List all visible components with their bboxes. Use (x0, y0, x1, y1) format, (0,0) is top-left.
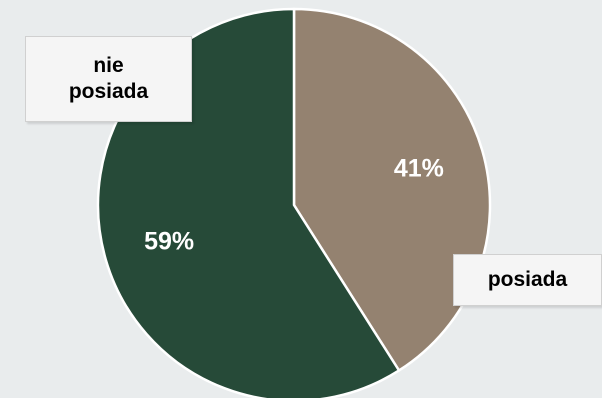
callout-nie-posiada-line2: posiada (68, 80, 149, 103)
callout-nie-posiada: nie posiada (25, 36, 192, 122)
slice-label-posiada: 41% (394, 155, 444, 183)
callout-nie-posiada-line1: nie (93, 53, 124, 77)
callout-posiada: posiada (453, 254, 602, 306)
callout-posiada-text: posiada (487, 267, 568, 291)
slice-label-nie-posiada: 59% (144, 227, 194, 255)
